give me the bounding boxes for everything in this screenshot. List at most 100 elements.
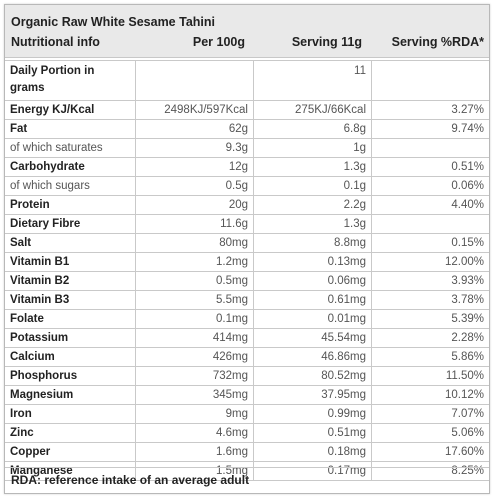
daily-portion-label: Daily Portion in grams — [5, 60, 136, 101]
nutrition-table: Daily Portion in grams 11 Energy KJ/Kcal… — [5, 60, 489, 481]
table-row: Energy KJ/Kcal 2498KJ/597Kcal 275KJ/66Kcal… — [5, 100, 489, 120]
nutrient-rda: 5.39% — [371, 309, 489, 329]
nutrient-name: Vitamin B1 — [5, 252, 136, 272]
table-row: Iron 9mg 0.99mg 7.07% — [5, 404, 489, 424]
nutrient-per-100g: 732mg — [135, 366, 254, 386]
nutrient-serving: 0.01mg — [253, 309, 372, 329]
nutrient-name: Zinc — [5, 423, 136, 443]
column-header-rda: Serving %RDA* — [391, 35, 484, 49]
nutrient-per-100g: 4.6mg — [135, 423, 254, 443]
nutrient-name: Salt — [5, 233, 136, 253]
nutrient-rda: 7.07% — [371, 404, 489, 424]
table-row: Vitamin B2 0.5mg 0.06mg 3.93% — [5, 271, 489, 291]
nutrient-serving: 80.52mg — [253, 366, 372, 386]
nutrient-rda — [371, 138, 489, 158]
nutrient-name: Vitamin B2 — [5, 271, 136, 291]
nutrient-rda: 0.06% — [371, 176, 489, 196]
table-row: Protein 20g 2.2g 4.40% — [5, 195, 489, 215]
nutrient-serving: 6.8g — [253, 119, 372, 139]
nutrient-per-100g: 80mg — [135, 233, 254, 253]
nutrient-per-100g: 1.6mg — [135, 442, 254, 462]
nutrient-rda: 10.12% — [371, 385, 489, 405]
nutrient-per-100g: 0.5g — [135, 176, 254, 196]
nutrient-per-100g: 426mg — [135, 347, 254, 367]
nutrient-name: of which saturates — [5, 138, 136, 158]
nutrient-per-100g: 11.6g — [135, 214, 254, 234]
nutrient-per-100g: 2498KJ/597Kcal — [135, 100, 254, 120]
nutrient-per-100g: 345mg — [135, 385, 254, 405]
column-header-nutritional-info: Nutritional info — [11, 35, 100, 49]
nutrient-per-100g: 9.3g — [135, 138, 254, 158]
nutrient-serving: 0.06mg — [253, 271, 372, 291]
product-title: Organic Raw White Sesame Tahini — [11, 15, 215, 29]
nutrient-rda: 5.86% — [371, 347, 489, 367]
nutrient-serving: 8.8mg — [253, 233, 372, 253]
nutrient-per-100g: 12g — [135, 157, 254, 177]
nutrient-serving: 0.1g — [253, 176, 372, 196]
nutrient-per-100g: 5.5mg — [135, 290, 254, 310]
table-row: Magnesium 345mg 37.95mg 10.12% — [5, 385, 489, 405]
nutrient-serving: 45.54mg — [253, 328, 372, 348]
nutrient-name: Dietary Fibre — [5, 214, 136, 234]
nutrient-serving: 1.3g — [253, 157, 372, 177]
table-row: Vitamin B3 5.5mg 0.61mg 3.78% — [5, 290, 489, 310]
nutrient-rda: 4.40% — [371, 195, 489, 215]
nutrient-serving: 46.86mg — [253, 347, 372, 367]
table-footer: RDA: reference intake of an average adul… — [5, 467, 489, 494]
daily-portion-per100g — [135, 60, 254, 101]
table-row: of which saturates 9.3g 1g — [5, 138, 489, 158]
nutrient-per-100g: 20g — [135, 195, 254, 215]
nutrient-rda: 3.27% — [371, 100, 489, 120]
nutrient-per-100g: 62g — [135, 119, 254, 139]
nutrient-rda: 0.15% — [371, 233, 489, 253]
table-row: Dietary Fibre 11.6g 1.3g — [5, 214, 489, 234]
table-row: Potassium 414mg 45.54mg 2.28% — [5, 328, 489, 348]
table-row: Copper 1.6mg 0.18mg 17.60% — [5, 442, 489, 462]
nutrient-serving: 37.95mg — [253, 385, 372, 405]
nutrient-serving: 0.61mg — [253, 290, 372, 310]
nutrient-name: Magnesium — [5, 385, 136, 405]
daily-portion-rda — [371, 60, 489, 101]
nutrient-serving: 0.51mg — [253, 423, 372, 443]
nutrient-name: Vitamin B3 — [5, 290, 136, 310]
rda-footnote: RDA: reference intake of an average adul… — [11, 473, 250, 487]
nutrient-serving: 2.2g — [253, 195, 372, 215]
nutrient-serving: 1.3g — [253, 214, 372, 234]
nutrition-panel: Organic Raw White Sesame Tahini Nutritio… — [4, 4, 490, 494]
nutrient-name: Iron — [5, 404, 136, 424]
column-header-serving: Serving 11g — [291, 35, 362, 49]
table-row: Vitamin B1 1.2mg 0.13mg 12.00% — [5, 252, 489, 272]
daily-portion-row: Daily Portion in grams 11 — [5, 60, 489, 101]
nutrient-rda: 5.06% — [371, 423, 489, 443]
nutrient-rda: 3.93% — [371, 271, 489, 291]
nutrient-per-100g: 414mg — [135, 328, 254, 348]
table-header: Organic Raw White Sesame Tahini Nutritio… — [5, 5, 489, 58]
nutrient-name: of which sugars — [5, 176, 136, 196]
nutrient-rda — [371, 214, 489, 234]
nutrient-per-100g: 1.5mg — [135, 461, 254, 481]
nutrient-serving: 0.99mg — [253, 404, 372, 424]
table-row: Fat 62g 6.8g 9.74% — [5, 119, 489, 139]
nutrient-serving: 0.13mg — [253, 252, 372, 272]
nutrient-name: Phosphorus — [5, 366, 136, 386]
nutrient-name: Protein — [5, 195, 136, 215]
table-row: Salt 80mg 8.8mg 0.15% — [5, 233, 489, 253]
nutrient-serving: 0.18mg — [253, 442, 372, 462]
nutrient-per-100g: 0.5mg — [135, 271, 254, 291]
nutrient-rda: 17.60% — [371, 442, 489, 462]
nutrient-per-100g: 1.2mg — [135, 252, 254, 272]
nutrient-serving: 1g — [253, 138, 372, 158]
nutrient-rda: 2.28% — [371, 328, 489, 348]
table-row: Carbohydrate 12g 1.3g 0.51% — [5, 157, 489, 177]
table-row: Zinc 4.6mg 0.51mg 5.06% — [5, 423, 489, 443]
nutrient-per-100g: 9mg — [135, 404, 254, 424]
table-row: Phosphorus 732mg 80.52mg 11.50% — [5, 366, 489, 386]
nutrient-rda: 11.50% — [371, 366, 489, 386]
nutrient-name: Calcium — [5, 347, 136, 367]
nutrient-name: Energy KJ/Kcal — [5, 100, 136, 120]
nutrient-name: Copper — [5, 442, 136, 462]
nutrition-table-body: Daily Portion in grams 11 Energy KJ/Kcal… — [5, 60, 489, 481]
nutrient-rda: 0.51% — [371, 157, 489, 177]
nutrient-name: Potassium — [5, 328, 136, 348]
nutrient-rda: 12.00% — [371, 252, 489, 272]
